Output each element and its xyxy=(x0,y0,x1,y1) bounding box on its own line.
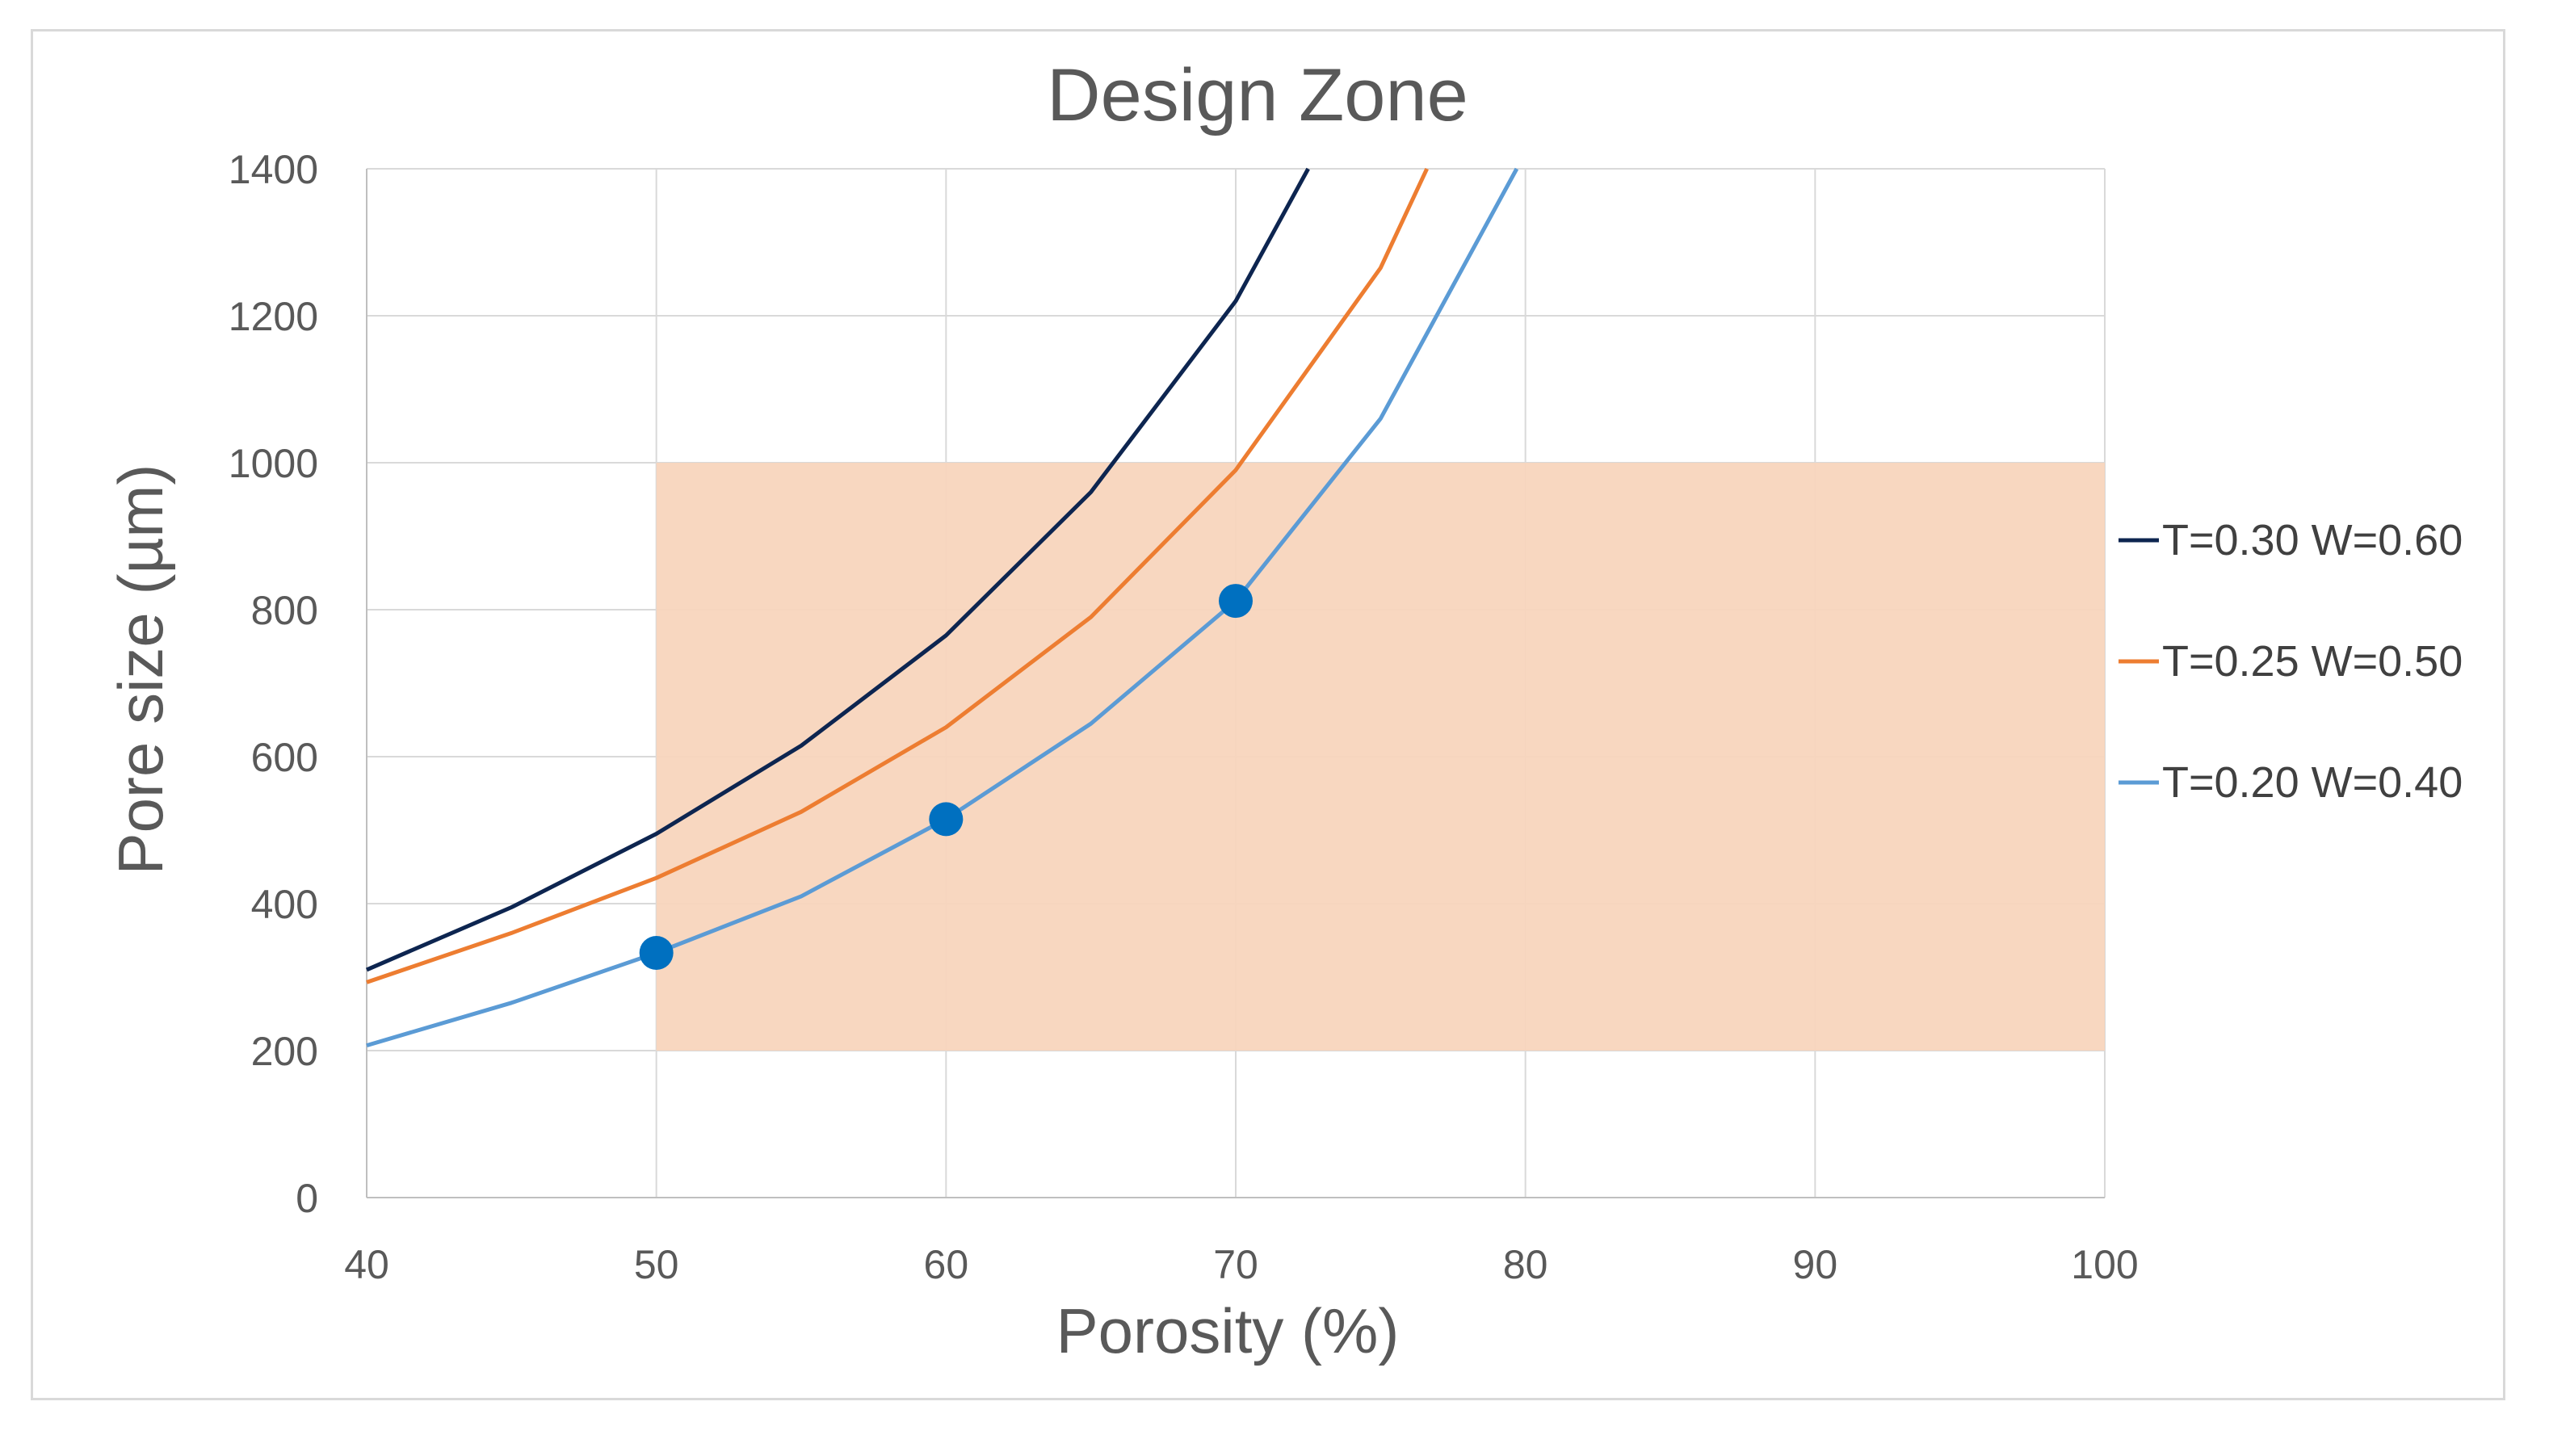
legend: T=0.30 W=0.60 T=0.25 W=0.50 T=0.20 W=0.4… xyxy=(2119,516,2463,807)
chart-title: Design Zone xyxy=(1047,54,1468,136)
legend-label-1: T=0.25 W=0.50 xyxy=(2162,637,2463,686)
y-tick-label: 1400 xyxy=(229,147,318,192)
design-zone-layer xyxy=(656,463,2105,1051)
x-tick-label: 80 xyxy=(1503,1242,1548,1287)
x-tick-label: 70 xyxy=(1213,1242,1258,1287)
y-tick-label: 0 xyxy=(296,1176,318,1221)
axes xyxy=(366,169,2105,1198)
y-tick-label: 400 xyxy=(251,882,318,927)
x-tick-label: 50 xyxy=(634,1242,679,1287)
highlight-point-0 xyxy=(639,935,674,970)
design-zone-rect xyxy=(656,463,2105,1051)
highlight-point-1 xyxy=(929,802,964,837)
series-line-0 xyxy=(366,167,1310,972)
x-tick-label: 100 xyxy=(2071,1242,2138,1287)
x-tick-label: 60 xyxy=(924,1242,969,1287)
legend-label-2: T=0.20 W=0.40 xyxy=(2162,758,2463,807)
chart-frame: 40 50 60 70 80 90 100 0 200 400 600 800 1000 1200 1400… xyxy=(31,29,2505,1400)
x-axis-title: Porosity (%) xyxy=(1056,1295,1400,1366)
y-tick-label: 1200 xyxy=(229,294,318,339)
legend-label-0: T=0.30 W=0.60 xyxy=(2162,516,2463,564)
x-tick-label: 90 xyxy=(1793,1242,1838,1287)
y-tick-label: 600 xyxy=(251,735,318,780)
x-tick-label: 40 xyxy=(344,1242,389,1287)
y-tick-label: 800 xyxy=(251,588,318,633)
design-zone-chart: 40 50 60 70 80 90 1000200400600800100012001400… xyxy=(105,54,2463,1366)
y-tick-label: 200 xyxy=(251,1029,318,1074)
highlight-points xyxy=(639,584,1253,970)
y-axis-title: Pore size (µm) xyxy=(105,464,176,875)
highlight-point-2 xyxy=(1219,584,1253,619)
series-line-1 xyxy=(366,167,1429,984)
y-tick-label: 1000 xyxy=(229,441,318,486)
